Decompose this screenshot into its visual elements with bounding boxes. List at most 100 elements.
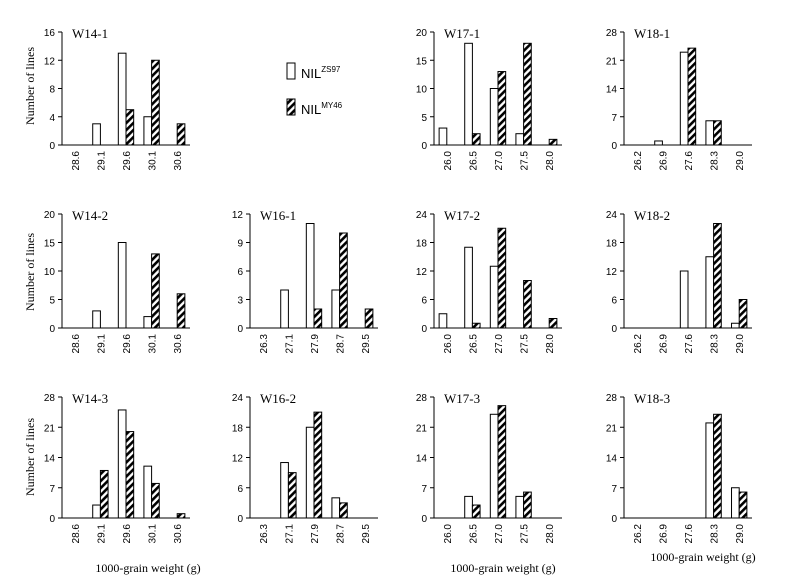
x-tick-label: 29.0 xyxy=(735,151,746,171)
bar-my46 xyxy=(687,47,697,146)
y-tick-label: 24 xyxy=(416,210,428,221)
y-tick-label: 24 xyxy=(232,393,244,404)
bar-my46 xyxy=(497,227,507,329)
x-tick-label: 30.6 xyxy=(173,524,184,544)
y-tick-label: 6 xyxy=(421,296,427,307)
x-axis-title-col3: 1000-grain weight (g) xyxy=(450,561,555,575)
panel-w17-3: 0 7 14 21 28 26.0 26.5 27.0 27.5 28.0 W17-3 xyxy=(416,391,562,543)
bar-my46 xyxy=(151,59,160,146)
y-tick-label: 14 xyxy=(416,454,428,465)
x-tick-label: 27.5 xyxy=(520,334,531,354)
bar-zs97 xyxy=(143,116,153,146)
y-axis-title-row2: Number of lines xyxy=(23,233,37,311)
x-tick-label: 29.6 xyxy=(122,524,133,544)
panel-title: W14-2 xyxy=(72,208,108,223)
bar-zs97 xyxy=(331,289,341,329)
bar-my46 xyxy=(151,253,160,329)
x-tick-label: 29.1 xyxy=(96,151,107,171)
y-tick-label: 16 xyxy=(44,28,56,39)
bar-zs97 xyxy=(515,133,525,146)
y-tick-label: 8 xyxy=(49,85,55,96)
x-tick-label: 26.3 xyxy=(259,524,270,544)
x-tick-label: 27.5 xyxy=(520,524,531,544)
x-tick-label: 29.1 xyxy=(96,334,107,354)
bar-zs97 xyxy=(92,123,101,146)
panel-w17-1: 0 5 10 15 20 26.0 26.5 27.0 27.5 28.0 W17-1 xyxy=(416,26,562,170)
y-tick-label: 4 xyxy=(49,113,55,124)
bar-zs97 xyxy=(280,289,289,329)
bar-zs97 xyxy=(705,422,715,519)
bar-my46 xyxy=(548,318,558,329)
y-tick-label: 12 xyxy=(232,454,244,465)
bar-my46 xyxy=(738,491,748,519)
x-tick-label: 30.6 xyxy=(173,334,184,354)
bar-zs97 xyxy=(280,462,289,519)
panel-w18-3: 0 7 14 21 28 26.2 26.9 27.6 28.3 29.0 W18-3 xyxy=(606,391,752,543)
y-tick-label: 12 xyxy=(416,267,428,278)
y-tick-label: 21 xyxy=(606,423,618,434)
bar-zs97 xyxy=(679,51,689,146)
panel-title: W17-1 xyxy=(444,26,480,41)
y-tick-label: 0 xyxy=(49,324,55,335)
y-tick-label: 14 xyxy=(44,454,56,465)
bar-my46 xyxy=(125,431,135,519)
x-tick-label: 27.9 xyxy=(310,334,321,354)
x-tick-label: 27.0 xyxy=(494,334,505,354)
panel-w18-1: 0 7 14 21 28 26.2 26.9 27.6 28.3 29.0 W18-1 xyxy=(606,26,752,170)
y-tick-label: 3 xyxy=(237,296,243,307)
y-tick-label: 0 xyxy=(237,514,243,525)
panel-w18-2: 0 6 12 18 24 26.2 26.9 27.6 28.3 29.0 W18-2 xyxy=(606,208,752,353)
panel-title: W18-3 xyxy=(634,391,670,406)
x-tick-label: 28.3 xyxy=(710,334,721,354)
bar-my46 xyxy=(313,411,323,519)
y-tick-label: 28 xyxy=(416,393,428,404)
x-tick-label: 28.3 xyxy=(710,151,721,171)
x-tick-label: 29.0 xyxy=(735,334,746,354)
y-tick-label: 18 xyxy=(416,239,428,250)
bar-zs97 xyxy=(117,242,127,329)
y-tick-label: 20 xyxy=(44,210,56,221)
panel-w14-3: 0 7 14 21 28 28.6 29.1 29.6 30.1 30.6 W14-3 xyxy=(44,391,190,543)
panel-title: W17-2 xyxy=(444,208,480,223)
bar-my46 xyxy=(151,482,160,519)
bar-zs97 xyxy=(705,256,715,329)
bar-zs97 xyxy=(438,313,448,329)
panel-title: W16-2 xyxy=(260,391,296,406)
x-tick-label: 28.6 xyxy=(71,151,82,171)
x-tick-label: 30.1 xyxy=(148,151,159,171)
y-tick-label: 0 xyxy=(49,141,55,152)
bar-zs97 xyxy=(679,270,689,329)
bar-my46 xyxy=(339,502,348,519)
x-tick-label: 27.1 xyxy=(284,334,295,354)
x-tick-label: 26.3 xyxy=(259,334,270,354)
bar-my46 xyxy=(497,405,507,519)
bar-my46 xyxy=(713,120,722,146)
y-tick-label: 28 xyxy=(606,28,618,39)
x-tick-label: 30.1 xyxy=(148,334,159,354)
bar-zs97 xyxy=(489,88,499,146)
bar-my46 xyxy=(548,138,558,146)
x-tick-label: 29.6 xyxy=(122,334,133,354)
bar-my46 xyxy=(176,513,186,519)
y-tick-label: 0 xyxy=(49,514,55,525)
bar-my46 xyxy=(523,491,532,519)
bar-zs97 xyxy=(143,465,153,519)
x-tick-label: 26.9 xyxy=(658,334,669,354)
bar-my46 xyxy=(523,42,532,146)
y-tick-label: 0 xyxy=(611,324,617,335)
legend-label-zs97: NILZS97 xyxy=(301,65,341,81)
x-tick-label: 27.0 xyxy=(494,524,505,544)
panel-w17-2: 0 6 12 18 24 26.0 26.5 27.0 27.5 28.0 W17-2 xyxy=(416,208,562,353)
bar-my46 xyxy=(738,299,748,329)
y-tick-label: 6 xyxy=(237,267,243,278)
bar-zs97 xyxy=(331,497,341,519)
y-tick-label: 28 xyxy=(44,393,56,404)
x-tick-label: 26.2 xyxy=(633,151,644,171)
bar-zs97 xyxy=(654,140,663,146)
y-tick-label: 14 xyxy=(606,85,618,96)
x-tick-label: 30.6 xyxy=(173,151,184,171)
y-tick-label: 14 xyxy=(606,454,618,465)
bar-my46 xyxy=(339,232,348,329)
y-tick-label: 0 xyxy=(421,141,427,152)
